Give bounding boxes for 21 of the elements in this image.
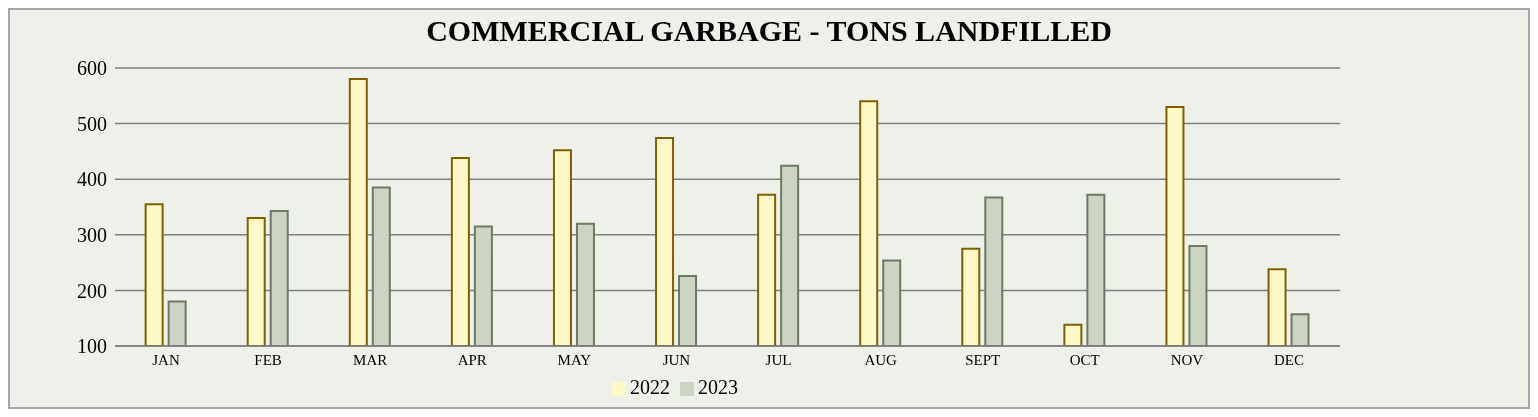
y-tick-label: 600: [77, 57, 107, 80]
legend-label: 2022: [630, 376, 670, 398]
x-tick-label: MAY: [557, 351, 592, 368]
legend-label: 2023: [698, 376, 738, 398]
x-tick-label: JUN: [662, 351, 691, 368]
y-tick-label: 200: [77, 279, 107, 302]
y-tick-label: 400: [77, 168, 107, 191]
y-tick-label: 300: [77, 223, 107, 246]
chart-title: COMMERCIAL GARBAGE - TONS LANDFILLED: [425, 14, 1113, 48]
x-tick-label: FEB: [254, 351, 282, 368]
x-tick-label: DEC: [1273, 351, 1304, 368]
x-tick-label: JUL: [765, 351, 792, 368]
x-tick-label: MAR: [353, 351, 388, 368]
x-tick-label: SEPT: [965, 351, 1001, 368]
y-tick-label: 100: [77, 335, 107, 358]
y-tick-label: 500: [77, 112, 107, 135]
x-tick-label: AUG: [864, 351, 898, 368]
x-tick-label: NOV: [1170, 351, 1204, 368]
x-tick-label: APR: [457, 351, 487, 368]
x-tick-label: JAN: [152, 351, 180, 368]
x-tick-label: OCT: [1069, 351, 1100, 368]
